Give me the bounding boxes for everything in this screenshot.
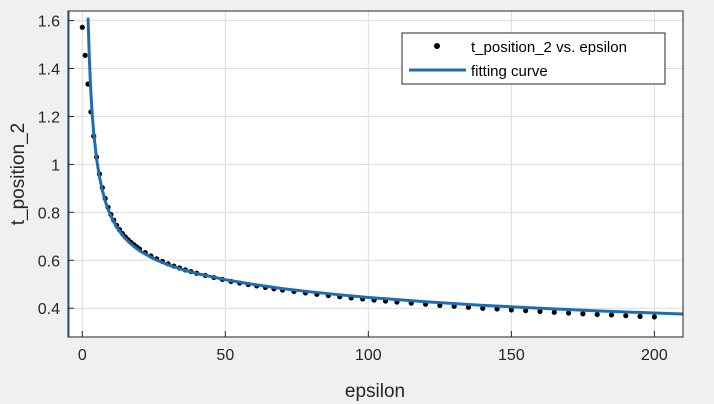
data-point — [651, 314, 657, 320]
x-tick-label: 100 — [355, 347, 382, 364]
y-tick-label: 1.4 — [38, 62, 60, 79]
data-point — [537, 308, 543, 314]
axes-box — [67, 10, 684, 338]
y-tick-label: 1.6 — [38, 14, 60, 31]
y-tick-label: 0.4 — [38, 301, 60, 318]
fitting-curve-line — [86, 17, 683, 316]
legend-entry-points: t_position_2 vs. epsilon — [471, 39, 627, 56]
x-tick-label: 50 — [216, 347, 234, 364]
x-axis-label: epsilon — [345, 381, 405, 402]
data-point — [623, 313, 629, 319]
data-point — [565, 310, 572, 316]
data-point — [494, 306, 500, 312]
data-point — [551, 309, 557, 315]
ticks: 0 50 100 150 200 0.4 0.6 0.8 1 1.2 1.4 1.6 — [38, 14, 668, 364]
data-point — [82, 52, 88, 58]
y-tick-label: 0.8 — [38, 205, 60, 222]
y-axis-label: t_position_2 — [8, 123, 29, 225]
data-point — [79, 24, 85, 30]
data-point — [480, 305, 486, 311]
data-point — [523, 308, 529, 314]
data-point — [580, 311, 586, 317]
data-point — [608, 312, 615, 318]
x-tick-label: 200 — [641, 347, 668, 364]
data-point — [637, 313, 643, 319]
fitting-curve — [86, 17, 683, 316]
x-tick-label: 0 — [78, 347, 87, 364]
legend-box — [401, 32, 666, 85]
data-point — [594, 311, 600, 318]
y-tick-label: 1 — [51, 157, 60, 174]
x-tick-label: 150 — [498, 347, 525, 364]
data-point — [508, 307, 514, 313]
y-tick-label: 1.2 — [38, 109, 60, 126]
legend-point-marker — [434, 43, 440, 49]
legend: t_position_2 vs. epsilon fitting curve — [401, 32, 666, 85]
y-tick-label: 0.6 — [38, 253, 60, 270]
legend-entry-curve: fitting curve — [471, 63, 548, 80]
